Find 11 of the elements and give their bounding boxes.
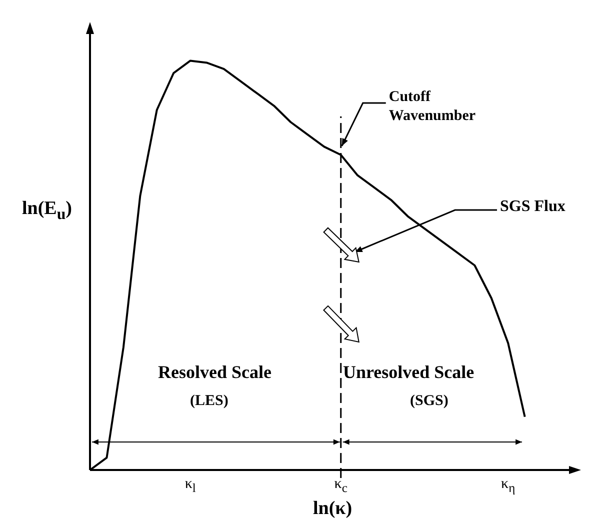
annotation: Resolved Scale [158,362,272,383]
ref-line-label: Cutoff Wavenumber [388,88,477,126]
annotation: Unresolved Scale [343,362,474,383]
x-tick-label: κ$_{c}$ [334,476,348,496]
x-tick-label: κ$_{η}$ [501,476,516,496]
y-axis-title: ln(E$_{u}$) [22,198,72,224]
annotation: (SGS) [410,393,448,410]
x-tick-label: κ$_{l}$ [184,476,196,496]
annotation: SGS Flux [500,198,566,216]
x-axis-title: ln(κ) [312,498,352,520]
annotation: (LES) [190,393,228,410]
